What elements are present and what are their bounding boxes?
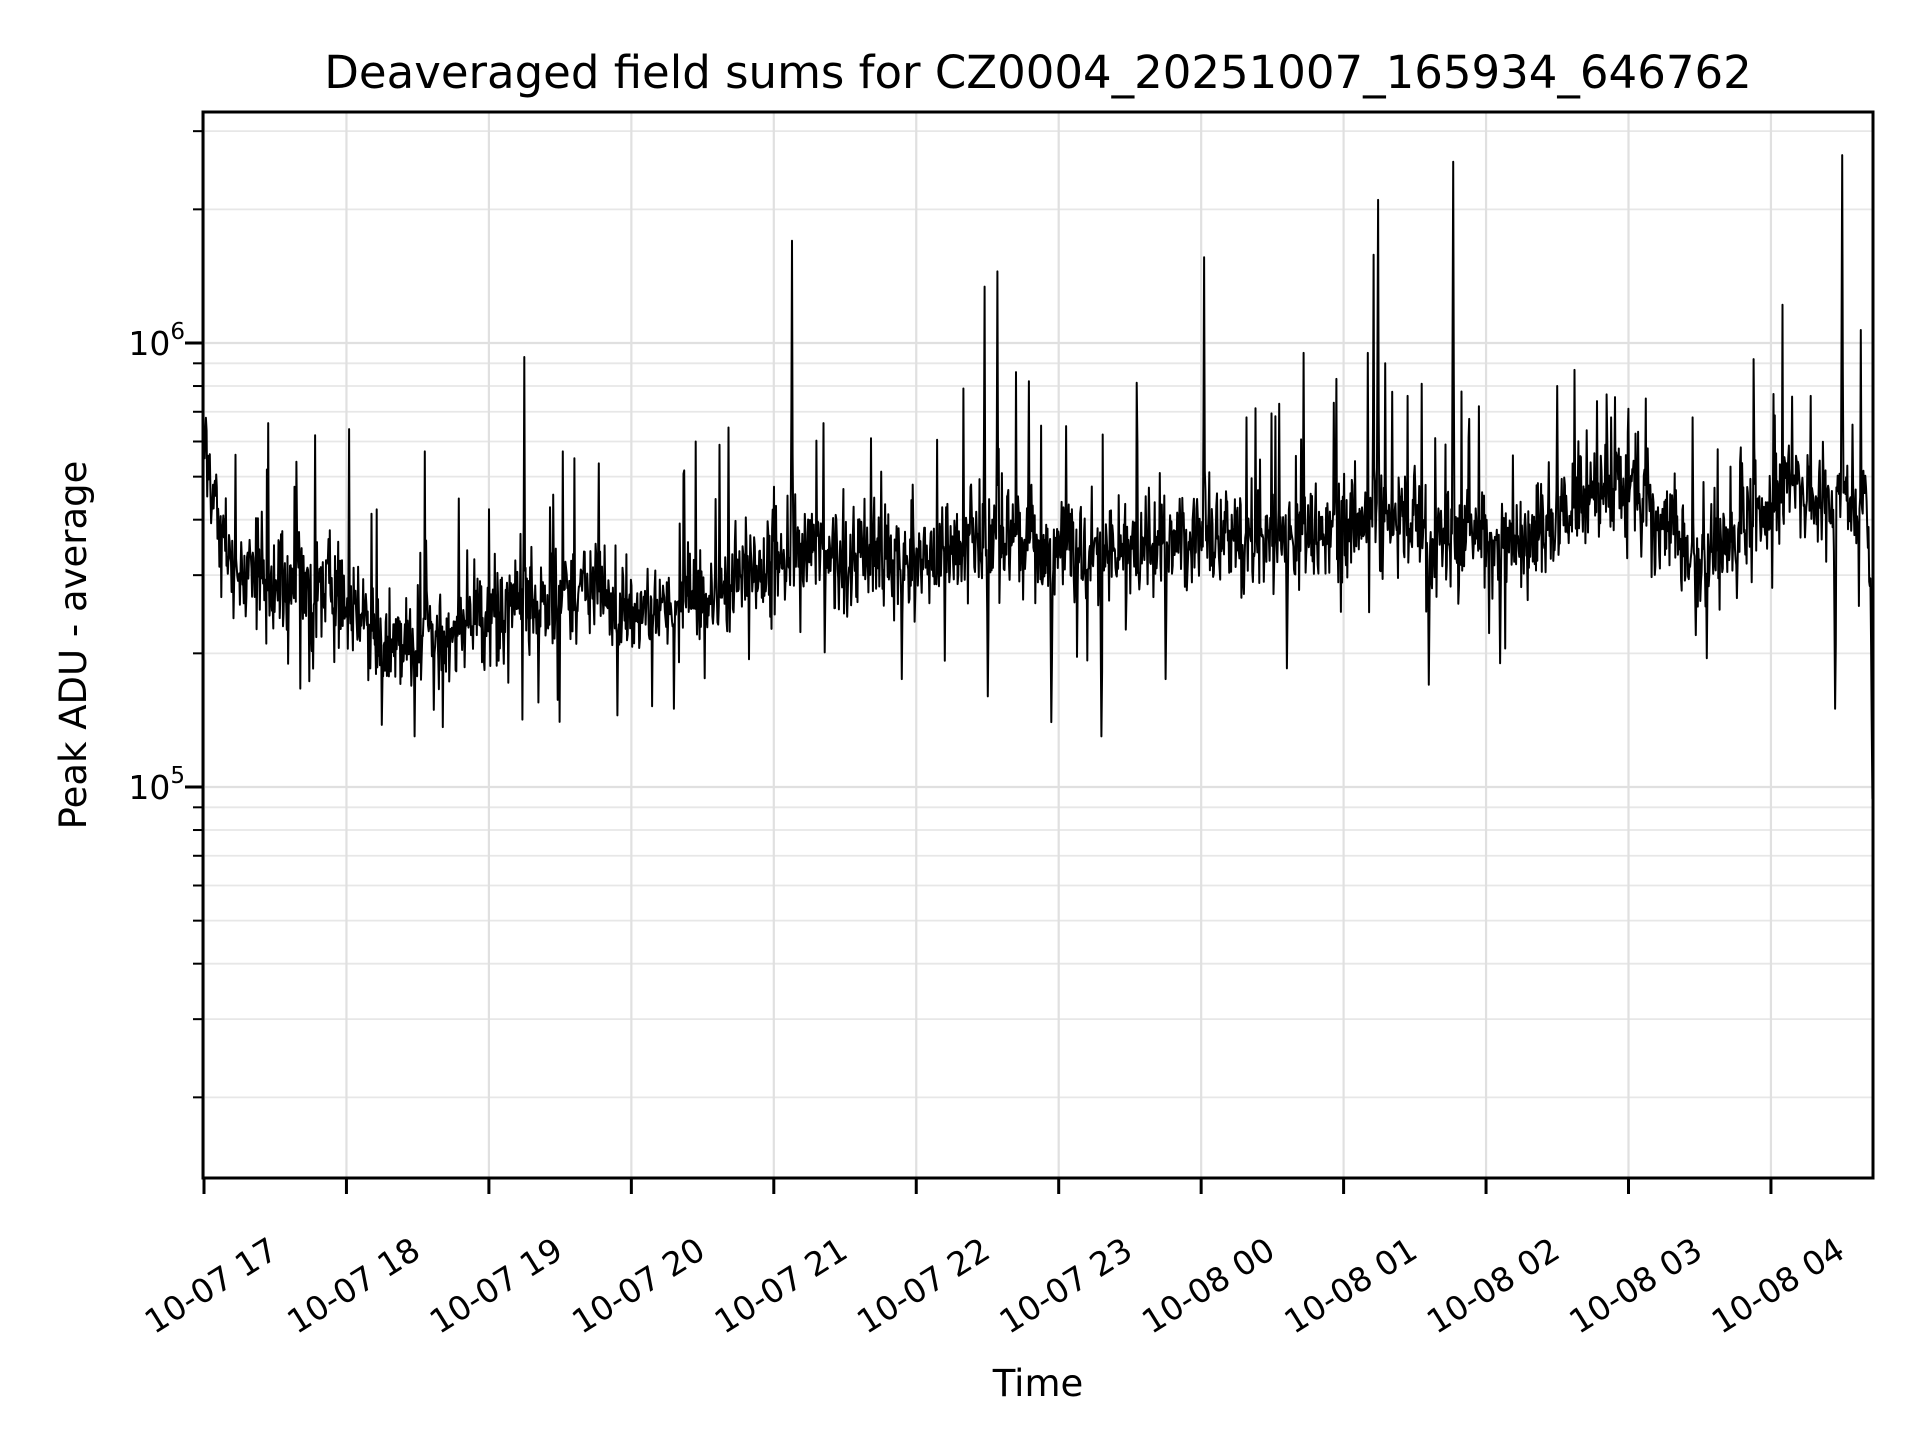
- y-tick-label: 106: [128, 319, 185, 363]
- x-tick-label: 10-07 22: [850, 1230, 996, 1342]
- x-tick-label: 10-07 23: [992, 1230, 1138, 1342]
- x-tick-label: 10-07 19: [423, 1230, 569, 1342]
- chart-title: Deaveraged field sums for CZ0004_2025100…: [324, 46, 1751, 99]
- x-tick-label: 10-07 18: [280, 1230, 426, 1342]
- x-tick-label: 10-08 01: [1277, 1230, 1423, 1342]
- x-tick-label: 10-08 02: [1420, 1230, 1566, 1342]
- y-axis-label: Peak ADU - average: [52, 461, 95, 830]
- x-tick-label: 10-08 03: [1562, 1230, 1708, 1342]
- axes-layer: [185, 110, 1875, 1194]
- x-tick-label: 10-08 00: [1135, 1230, 1281, 1342]
- y-tick-label: 105: [128, 763, 185, 807]
- data-series-line: [203, 154, 1873, 799]
- x-tick-label: 10-07 17: [138, 1230, 284, 1342]
- plot-border: [201, 110, 1875, 1180]
- x-axis-label: Time: [992, 1362, 1084, 1405]
- grid-layer: [202, 112, 1873, 1178]
- x-tick-label: 10-08 04: [1705, 1230, 1851, 1342]
- x-tick-label: 10-07 21: [708, 1230, 854, 1342]
- x-tick-label: 10-07 20: [565, 1230, 711, 1342]
- data-layer: [203, 154, 1873, 799]
